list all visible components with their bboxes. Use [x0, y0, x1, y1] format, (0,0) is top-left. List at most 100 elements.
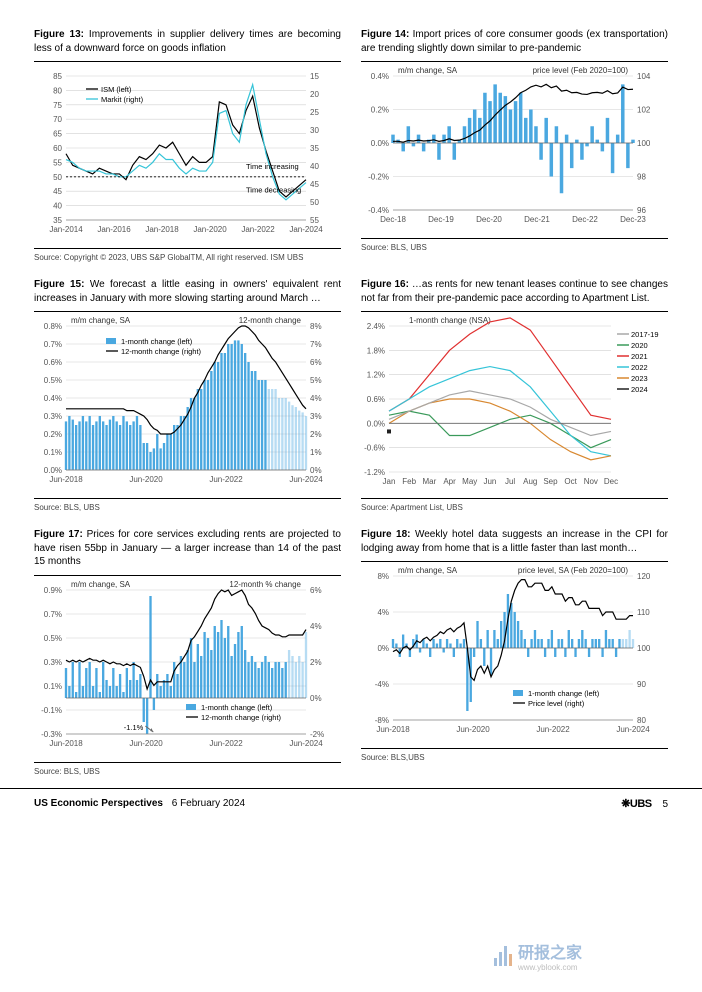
- svg-text:8%: 8%: [377, 572, 389, 581]
- svg-text:Oct: Oct: [564, 477, 577, 486]
- svg-text:Jun-2022: Jun-2022: [209, 739, 243, 748]
- svg-text:90: 90: [637, 680, 646, 689]
- svg-text:0%: 0%: [310, 694, 322, 703]
- svg-text:80: 80: [637, 716, 646, 725]
- svg-text:2%: 2%: [310, 658, 322, 667]
- svg-text:0.0%: 0.0%: [44, 466, 62, 475]
- svg-text:0.2%: 0.2%: [371, 106, 389, 115]
- svg-text:25: 25: [310, 108, 319, 117]
- svg-text:0.6%: 0.6%: [44, 358, 62, 367]
- svg-text:1-month change (left): 1-month change (left): [201, 703, 273, 712]
- svg-text:0.7%: 0.7%: [44, 610, 62, 619]
- svg-text:50: 50: [53, 173, 62, 182]
- svg-text:0.1%: 0.1%: [44, 448, 62, 457]
- figure-14: Figure 14: Import prices of core consume…: [361, 28, 668, 262]
- svg-text:1-month change (left): 1-month change (left): [121, 337, 193, 346]
- svg-text:Time decreasing: Time decreasing: [246, 186, 301, 195]
- svg-text:2023: 2023: [631, 374, 648, 383]
- svg-text:-4%: -4%: [375, 680, 389, 689]
- svg-text:price level, SA (Feb 2020=100): price level, SA (Feb 2020=100): [518, 566, 628, 575]
- svg-text:6%: 6%: [310, 358, 322, 367]
- fig16-chart: -1.2%-0.6%0.0%0.6%1.2%1.8%2.4%JanFebMarA…: [361, 312, 668, 492]
- svg-text:Jun-2024: Jun-2024: [616, 725, 650, 734]
- footer-date: 6 February 2024: [172, 798, 245, 809]
- fig16-source: Source: Apartment List, UBS: [361, 498, 668, 512]
- svg-text:20: 20: [310, 90, 319, 99]
- svg-text:Mar: Mar: [422, 477, 436, 486]
- svg-text:-0.3%: -0.3%: [41, 730, 62, 739]
- svg-text:Jun-2022: Jun-2022: [209, 475, 243, 484]
- svg-text:m/m change, SA: m/m change, SA: [398, 566, 458, 575]
- svg-text:Dec-18: Dec-18: [380, 215, 406, 224]
- svg-text:0.1%: 0.1%: [44, 682, 62, 691]
- svg-text:-0.6%: -0.6%: [364, 444, 385, 453]
- figure-13: Figure 13: Improvements in supplier deli…: [34, 28, 341, 262]
- svg-text:15: 15: [310, 72, 319, 81]
- fig13-title: Figure 13: Improvements in supplier deli…: [34, 28, 341, 55]
- svg-text:50: 50: [310, 198, 319, 207]
- fig18-title: Figure 18: Weekly hotel data suggests an…: [361, 528, 668, 555]
- svg-text:Feb: Feb: [402, 477, 416, 486]
- svg-text:0.7%: 0.7%: [44, 340, 62, 349]
- svg-text:12-month % change: 12-month % change: [229, 580, 301, 589]
- svg-text:7%: 7%: [310, 340, 322, 349]
- svg-text:m/m change, SA: m/m change, SA: [71, 316, 131, 325]
- svg-text:Jan-2024: Jan-2024: [289, 225, 323, 234]
- svg-text:Jun-2018: Jun-2018: [49, 739, 83, 748]
- svg-text:0%: 0%: [377, 644, 389, 653]
- figure-17: Figure 17: Prices for core services excl…: [34, 528, 341, 776]
- svg-text:0.6%: 0.6%: [367, 395, 385, 404]
- figure-18: Figure 18: Weekly hotel data suggests an…: [361, 528, 668, 776]
- svg-text:30: 30: [310, 126, 319, 135]
- svg-text:Jan-2014: Jan-2014: [49, 225, 83, 234]
- svg-text:0.5%: 0.5%: [44, 376, 62, 385]
- svg-text:4%: 4%: [377, 608, 389, 617]
- svg-text:6%: 6%: [310, 586, 322, 595]
- footer-title: US Economic Perspectives: [34, 798, 163, 809]
- svg-text:1.2%: 1.2%: [367, 371, 385, 380]
- svg-text:55: 55: [310, 216, 319, 225]
- svg-text:2020: 2020: [631, 341, 648, 350]
- svg-text:Jan-2020: Jan-2020: [193, 225, 227, 234]
- svg-text:May: May: [462, 477, 477, 486]
- svg-text:1%: 1%: [310, 448, 322, 457]
- svg-text:price level (Feb 2020=100): price level (Feb 2020=100): [533, 66, 629, 75]
- svg-text:12-month change (right): 12-month change (right): [121, 347, 202, 356]
- svg-text:4%: 4%: [310, 622, 322, 631]
- svg-text:Sep: Sep: [543, 477, 558, 486]
- svg-text:Jun-2018: Jun-2018: [49, 475, 83, 484]
- svg-text:35: 35: [310, 144, 319, 153]
- svg-text:Dec-22: Dec-22: [572, 215, 598, 224]
- svg-text:Jun-2020: Jun-2020: [129, 739, 163, 748]
- svg-text:85: 85: [53, 72, 62, 81]
- svg-text:0.4%: 0.4%: [44, 394, 62, 403]
- svg-text:0.8%: 0.8%: [44, 322, 62, 331]
- svg-text:35: 35: [53, 216, 62, 225]
- svg-text:80: 80: [53, 86, 62, 95]
- svg-text:m/m change, SA: m/m change, SA: [71, 580, 131, 589]
- fig17-chart: -0.3%-0.1%0.1%0.3%0.5%0.7%0.9%-2%0%2%4%6…: [34, 576, 341, 756]
- svg-text:45: 45: [310, 180, 319, 189]
- svg-text:Jan-2016: Jan-2016: [97, 225, 131, 234]
- svg-text:0.0%: 0.0%: [367, 419, 385, 428]
- svg-text:1-month change (NSA): 1-month change (NSA): [409, 316, 491, 325]
- svg-text:0.4%: 0.4%: [371, 72, 389, 81]
- svg-text:Jun-2024: Jun-2024: [289, 475, 323, 484]
- svg-text:Dec: Dec: [604, 477, 618, 486]
- svg-text:102: 102: [637, 106, 651, 115]
- fig13-source: Source: Copyright © 2023, UBS S&P Global…: [34, 248, 341, 262]
- svg-text:-1.2%: -1.2%: [364, 468, 385, 477]
- fig16-title: Figure 16: …as rents for new tenant leas…: [361, 278, 668, 305]
- svg-text:-0.4%: -0.4%: [368, 206, 389, 215]
- svg-text:Dec-20: Dec-20: [476, 215, 502, 224]
- ubs-logo: ❋UBS: [621, 798, 651, 810]
- svg-text:45: 45: [53, 187, 62, 196]
- page-number: 5: [662, 799, 668, 810]
- fig18-source: Source: BLS,UBS: [361, 748, 668, 762]
- svg-text:8%: 8%: [310, 322, 322, 331]
- svg-text:Jun-2022: Jun-2022: [536, 725, 570, 734]
- svg-text:Jun-2020: Jun-2020: [456, 725, 490, 734]
- svg-text:0.0%: 0.0%: [371, 139, 389, 148]
- svg-text:m/m change, SA: m/m change, SA: [398, 66, 458, 75]
- svg-text:-1.1%: -1.1%: [124, 723, 144, 732]
